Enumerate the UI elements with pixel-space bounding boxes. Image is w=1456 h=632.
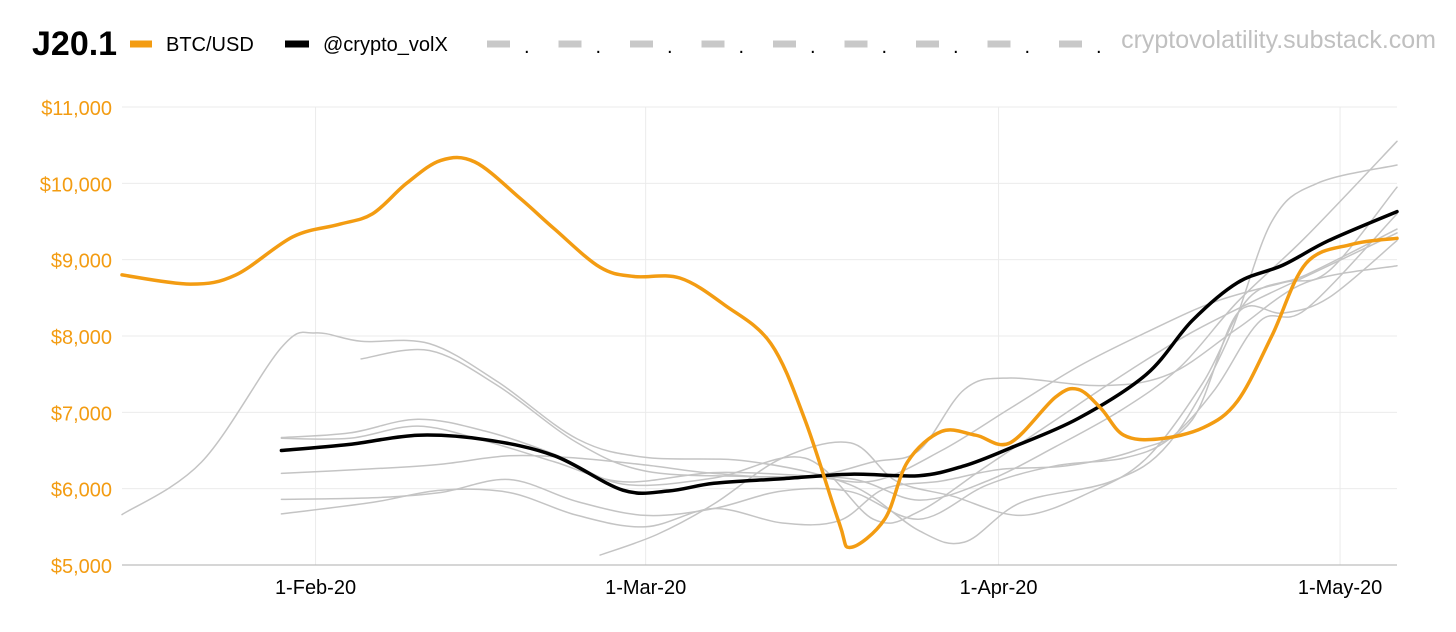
series-gray-5	[280, 265, 1398, 479]
x-tick-label: 1-May-20	[1298, 577, 1382, 599]
y-tick-label: $5,000	[51, 556, 112, 578]
series-gray-2	[360, 140, 1398, 501]
legend-label-gray: .	[596, 36, 602, 58]
series-gray-1	[121, 164, 1398, 545]
x-tick-label: 1-Feb-20	[275, 577, 356, 599]
legend-label-gray: .	[882, 36, 888, 58]
x-tick-label: 1-Apr-20	[960, 577, 1038, 599]
watermark-text: cryptovolatility.substack.com	[1121, 26, 1436, 54]
x-axis: 1-Feb-20 1-Mar-20 1-Apr-20 1-May-20	[122, 564, 1397, 599]
legend-label-gray: .	[810, 36, 816, 58]
y-tick-label: $10,000	[40, 174, 112, 196]
y-tick-label: $6,000	[51, 480, 112, 502]
series-group	[120, 140, 1399, 556]
legend-label-btc-usd: BTC/USD	[166, 34, 254, 56]
x-tick-label: 1-Mar-20	[605, 577, 686, 599]
legend-label-gray: .	[667, 36, 673, 58]
legend-label-gray: .	[739, 36, 745, 58]
series-gray-8	[599, 228, 1398, 556]
series-gray-6	[280, 213, 1398, 520]
y-tick-label: $8,000	[51, 327, 112, 349]
legend-label-crypto-volx: @crypto_volX	[323, 34, 448, 56]
legend-label-gray: .	[1096, 36, 1102, 58]
legend: BTC/USD @crypto_volX.........	[130, 34, 1102, 58]
series-crypto-volx	[279, 209, 1399, 496]
series-gray-3	[280, 232, 1398, 524]
legend-label-gray: .	[524, 36, 530, 58]
series-btc-usd	[120, 155, 1399, 550]
legend-label-gray: .	[953, 36, 959, 58]
y-tick-label: $9,000	[51, 251, 112, 273]
y-axis: $5,000 $6,000 $7,000 $8,000 $9,000 $10,000 $11…	[40, 98, 112, 578]
y-tick-label: $11,000	[41, 98, 112, 120]
legend-label-gray: .	[1025, 36, 1031, 58]
chart-title: J20.1	[32, 25, 117, 63]
y-tick-label: $7,000	[51, 403, 112, 425]
